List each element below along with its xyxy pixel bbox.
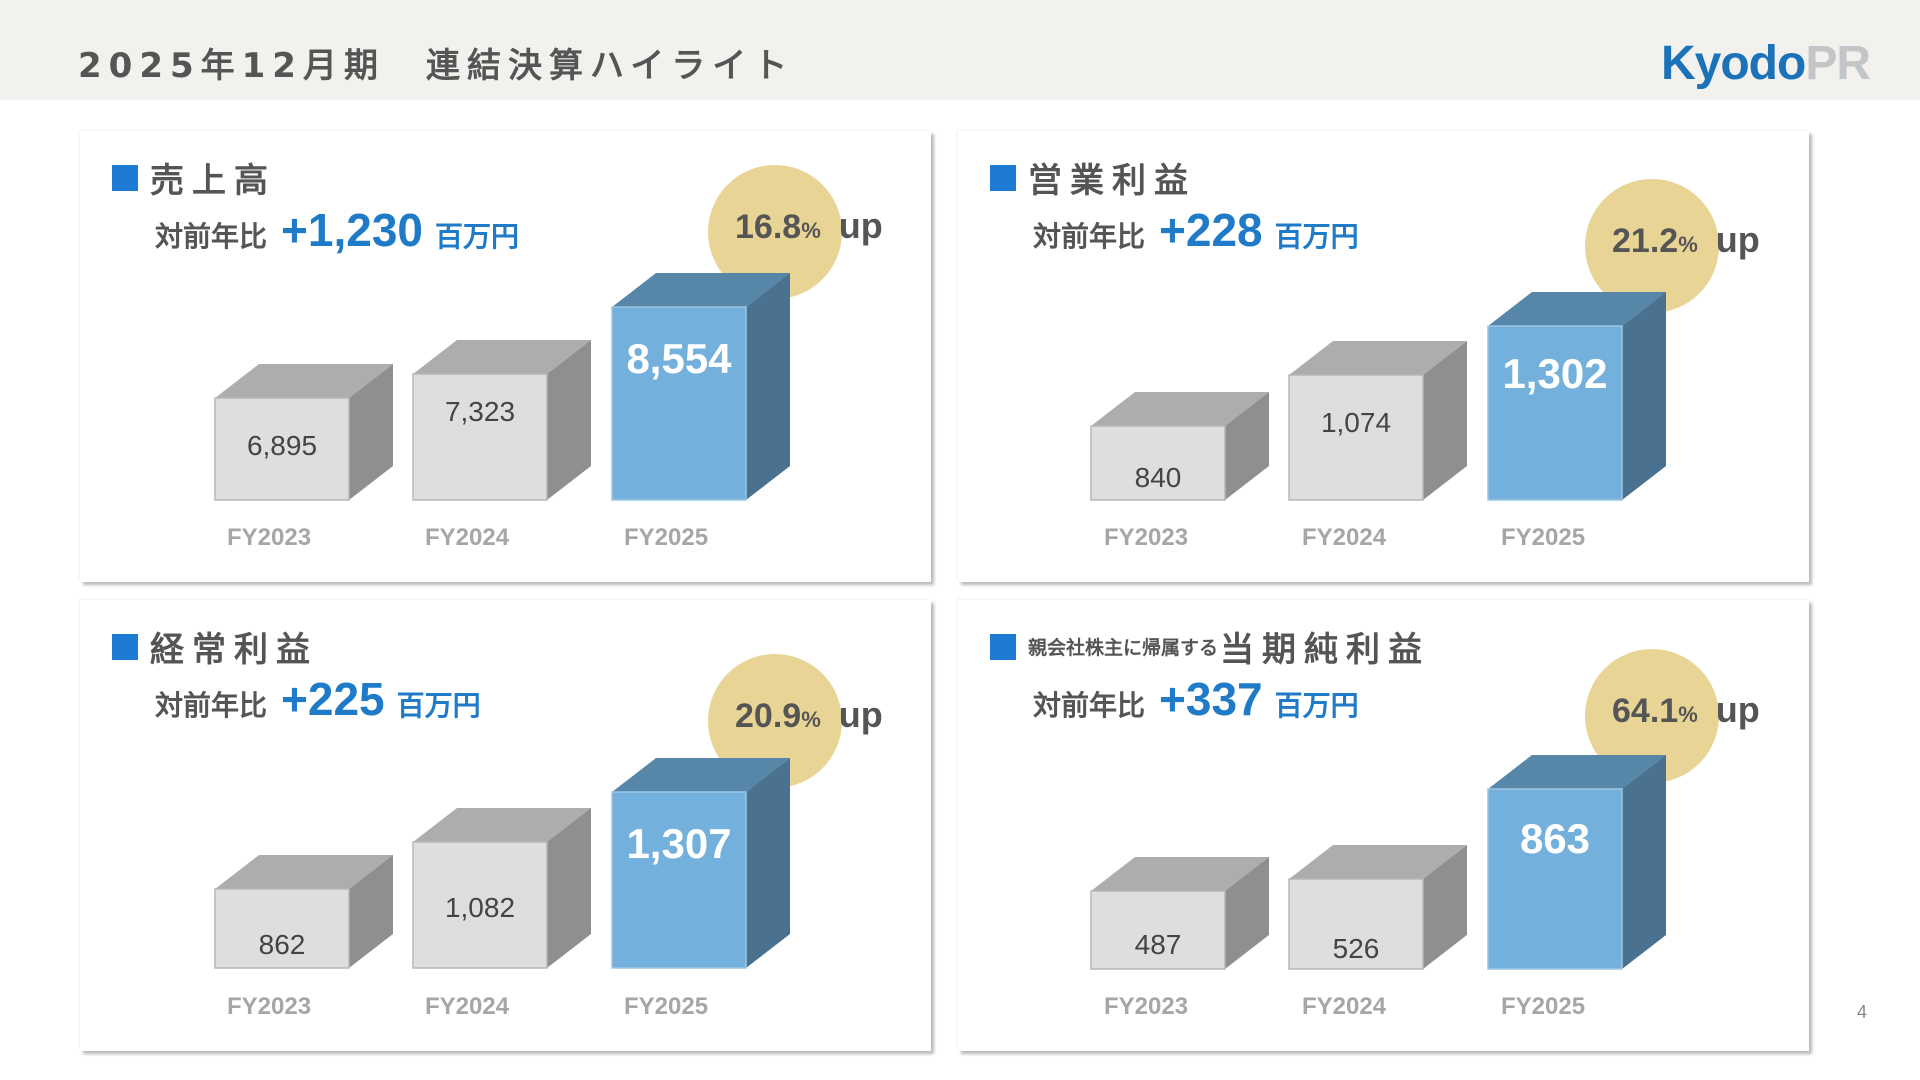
bar-value: 526 bbox=[1332, 933, 1380, 964]
bar-value: 863 bbox=[1519, 815, 1591, 862]
bar-value: 487 bbox=[1134, 929, 1182, 960]
x-label-fy2024: FY2024 bbox=[425, 993, 510, 1020]
percent-sign: % bbox=[801, 707, 821, 732]
panel-title: 経常利益 bbox=[112, 622, 318, 671]
x-label-fy2023: FY2023 bbox=[1104, 993, 1189, 1020]
bar-value: 1,082 bbox=[444, 892, 516, 923]
yoy-value: +1,230 bbox=[281, 204, 423, 256]
growth-rate: 64.1 % up bbox=[1612, 689, 1760, 731]
yoy-unit: 百万円 bbox=[1274, 689, 1359, 722]
yoy-change: 対前年比 +1,230 百万円 bbox=[155, 203, 519, 257]
yoy-label: 対前年比 bbox=[155, 689, 268, 722]
growth-badge-circle bbox=[1585, 179, 1719, 313]
bar-value: 862 bbox=[258, 929, 306, 960]
bar-value: 7,323 bbox=[444, 396, 516, 427]
growth-word: up bbox=[838, 694, 883, 735]
panel-title: 売上高 bbox=[112, 153, 276, 202]
yoy-label: 対前年比 bbox=[1033, 220, 1146, 253]
x-label-fy2024: FY2024 bbox=[425, 524, 510, 551]
panel-title-text: 営業利益 bbox=[1028, 161, 1196, 201]
slide-title: 2025年12月期 連結決算ハイライト bbox=[78, 46, 795, 86]
panel-title-text: 売上高 bbox=[150, 161, 276, 201]
growth-word: up bbox=[1715, 219, 1760, 260]
x-label-fy2023: FY2023 bbox=[227, 524, 312, 551]
growth-word: up bbox=[1715, 689, 1760, 730]
yoy-change: 対前年比 +225 百万円 bbox=[155, 672, 481, 726]
yoy-label: 対前年比 bbox=[155, 220, 268, 253]
bar-value: 1,074 bbox=[1320, 407, 1392, 438]
growth-percent: 21.2 bbox=[1612, 222, 1679, 260]
square-bullet-icon bbox=[990, 164, 1016, 191]
square-bullet-icon bbox=[112, 164, 138, 191]
percent-sign: % bbox=[1678, 702, 1698, 727]
yoy-value: +337 bbox=[1159, 673, 1263, 725]
panel-title: 親会社株主に帰属する 当期純利益 bbox=[990, 622, 1430, 671]
bar-value: 1,302 bbox=[1502, 350, 1608, 397]
bar-value: 6,895 bbox=[246, 430, 318, 461]
growth-rate: 16.8 % up bbox=[735, 205, 883, 247]
growth-rate: 20.9 % up bbox=[735, 694, 883, 736]
yoy-label: 対前年比 bbox=[1033, 689, 1146, 722]
percent-sign: % bbox=[801, 218, 821, 243]
yoy-unit: 百万円 bbox=[396, 689, 481, 722]
x-label-fy2025: FY2025 bbox=[1501, 993, 1586, 1020]
growth-percent: 64.1 bbox=[1612, 692, 1679, 730]
yoy-change: 対前年比 +337 百万円 bbox=[1033, 672, 1359, 726]
growth-word: up bbox=[838, 205, 883, 246]
panel-ordinary-income: 経常利益 対前年比 +225 百万円 20.9 % up 862 1,082 1… bbox=[80, 600, 931, 1051]
panel-title: 営業利益 bbox=[990, 153, 1196, 202]
logo-kyodo: Kyodo bbox=[1660, 37, 1806, 90]
panel-operating-income: 営業利益 対前年比 +228 百万円 21.2 % up 840 1,074 1… bbox=[958, 131, 1809, 582]
x-label-fy2023: FY2023 bbox=[1104, 524, 1189, 551]
bar-value: 840 bbox=[1134, 462, 1182, 493]
slide-header: 2025年12月期 連結決算ハイライト KyodoPR bbox=[0, 0, 1920, 100]
x-label-fy2025: FY2025 bbox=[1501, 524, 1586, 551]
square-bullet-icon bbox=[112, 633, 138, 660]
x-label-fy2024: FY2024 bbox=[1302, 993, 1387, 1020]
panel-title-text: 当期純利益 bbox=[1220, 630, 1431, 670]
yoy-value: +228 bbox=[1159, 204, 1263, 256]
yoy-value: +225 bbox=[281, 673, 385, 725]
x-label-fy2023: FY2023 bbox=[227, 993, 312, 1020]
yoy-unit: 百万円 bbox=[1274, 220, 1359, 253]
yoy-change: 対前年比 +228 百万円 bbox=[1033, 203, 1359, 257]
x-label-fy2024: FY2024 bbox=[1302, 524, 1387, 551]
company-logo: KyodoPR bbox=[1660, 36, 1871, 91]
panel-net-sales: 売上高 対前年比 +1,230 百万円 16.8 % up 6,895 7,32… bbox=[80, 131, 931, 582]
x-label-fy2025: FY2025 bbox=[624, 524, 709, 551]
bar-value: 1,307 bbox=[626, 820, 732, 867]
panel-net-income: 親会社株主に帰属する 当期純利益 対前年比 +337 百万円 64.1 % up… bbox=[958, 600, 1809, 1051]
square-bullet-icon bbox=[990, 633, 1016, 660]
growth-rate: 21.2 % up bbox=[1612, 219, 1760, 261]
page-number: 4 bbox=[1857, 1002, 1868, 1022]
yoy-unit: 百万円 bbox=[435, 220, 520, 253]
percent-sign: % bbox=[1678, 232, 1698, 257]
growth-percent: 16.8 bbox=[735, 208, 802, 246]
panel-title-text: 経常利益 bbox=[150, 630, 318, 670]
panel-title-prefix: 親会社株主に帰属する bbox=[1028, 637, 1219, 659]
x-label-fy2025: FY2025 bbox=[624, 993, 709, 1020]
bar-value: 8,554 bbox=[626, 335, 732, 382]
logo-pr: PR bbox=[1805, 37, 1871, 90]
growth-percent: 20.9 bbox=[735, 697, 802, 735]
